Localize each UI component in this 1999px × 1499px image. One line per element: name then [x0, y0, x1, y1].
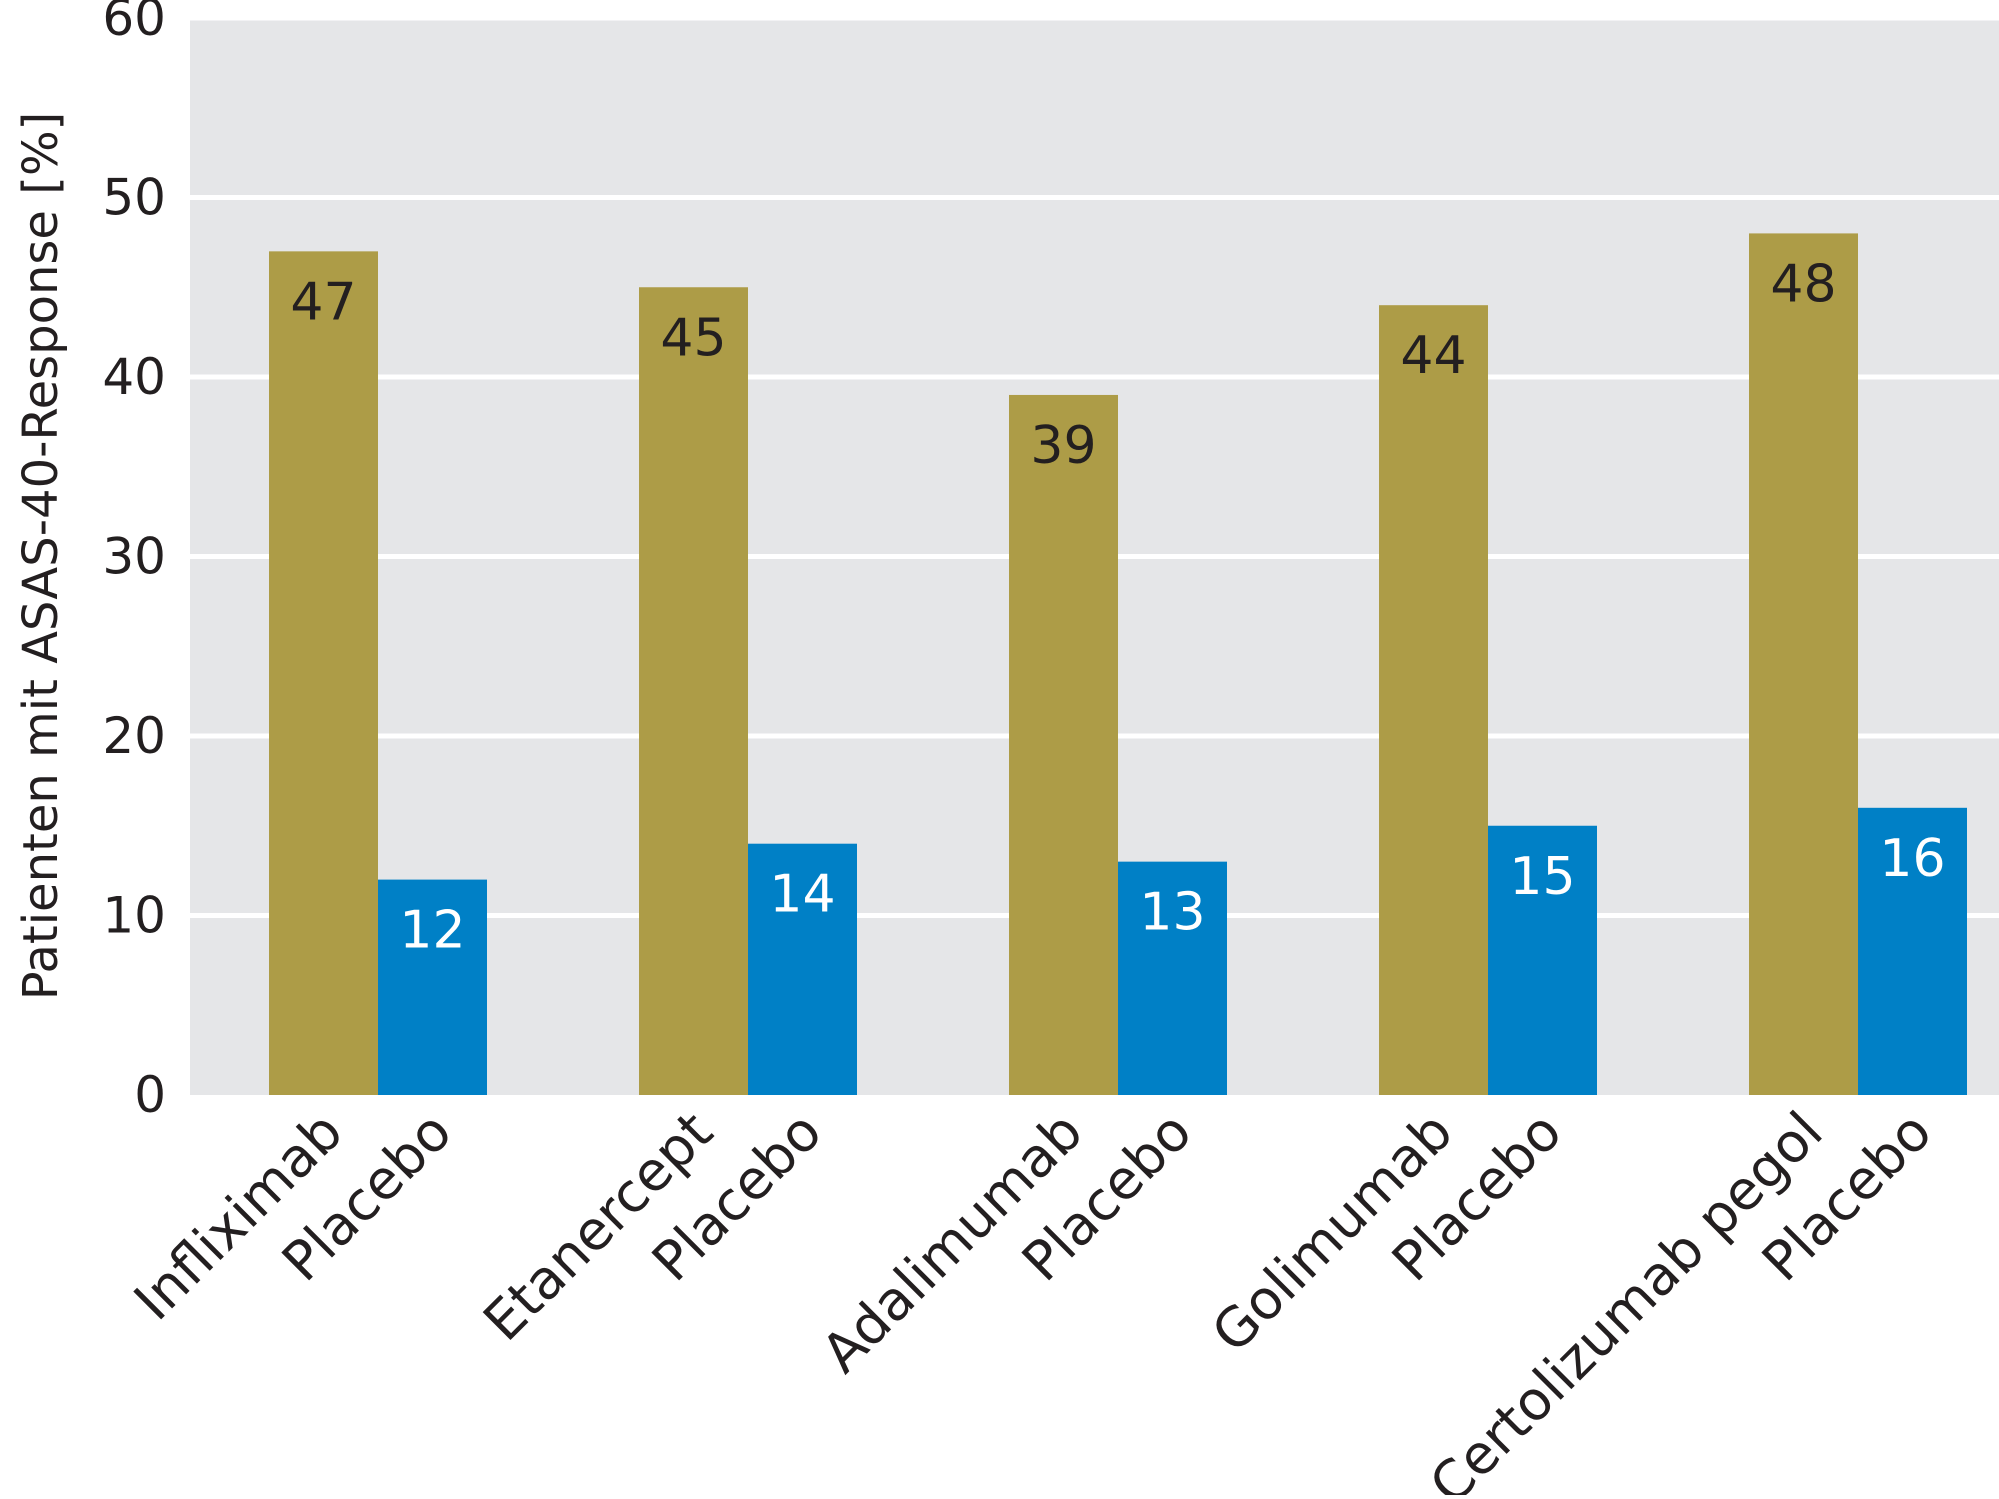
- y-tick-label: 20: [102, 707, 166, 765]
- drug-bar: [639, 287, 748, 1095]
- drug-bar: [1379, 305, 1488, 1095]
- y-tick-label: 40: [102, 348, 166, 406]
- placebo-value-label: 12: [399, 901, 465, 961]
- placebo-value-label: 13: [1139, 883, 1205, 943]
- drug-bar: [1009, 394, 1118, 1095]
- placebo-value-label: 14: [769, 865, 835, 925]
- placebo-bar: [378, 879, 487, 1095]
- bars: [269, 233, 1967, 1096]
- y-tick-label: 60: [102, 0, 166, 47]
- y-tick-label: 30: [102, 528, 166, 586]
- drug-value-label: 45: [660, 308, 726, 368]
- y-axis-ticks: 0 10 20 30 40 50 60: [102, 0, 166, 1124]
- placebo-bar: [1858, 807, 1967, 1095]
- drug-bar: [1749, 233, 1858, 1095]
- y-tick-label: 50: [102, 169, 166, 227]
- drug-bar: [269, 251, 378, 1096]
- drug-value-label: 48: [1770, 254, 1836, 314]
- drug-value-label: 44: [1400, 326, 1466, 386]
- placebo-bar: [1488, 825, 1597, 1095]
- y-tick-label: 10: [102, 887, 166, 945]
- value-labels: 47 12 45 14 39 13 44 15 48 16: [290, 254, 1945, 960]
- drug-value-label: 39: [1030, 416, 1096, 476]
- drug-value-label: 47: [290, 272, 356, 332]
- placebo-value-label: 15: [1509, 847, 1575, 907]
- placebo-bar: [748, 843, 857, 1095]
- y-tick-label: 0: [134, 1066, 166, 1124]
- placebo-bar: [1118, 861, 1227, 1095]
- y-axis-title: Patienten mit ASAS-40-Response [%]: [13, 112, 69, 1001]
- placebo-value-label: 16: [1879, 829, 1945, 889]
